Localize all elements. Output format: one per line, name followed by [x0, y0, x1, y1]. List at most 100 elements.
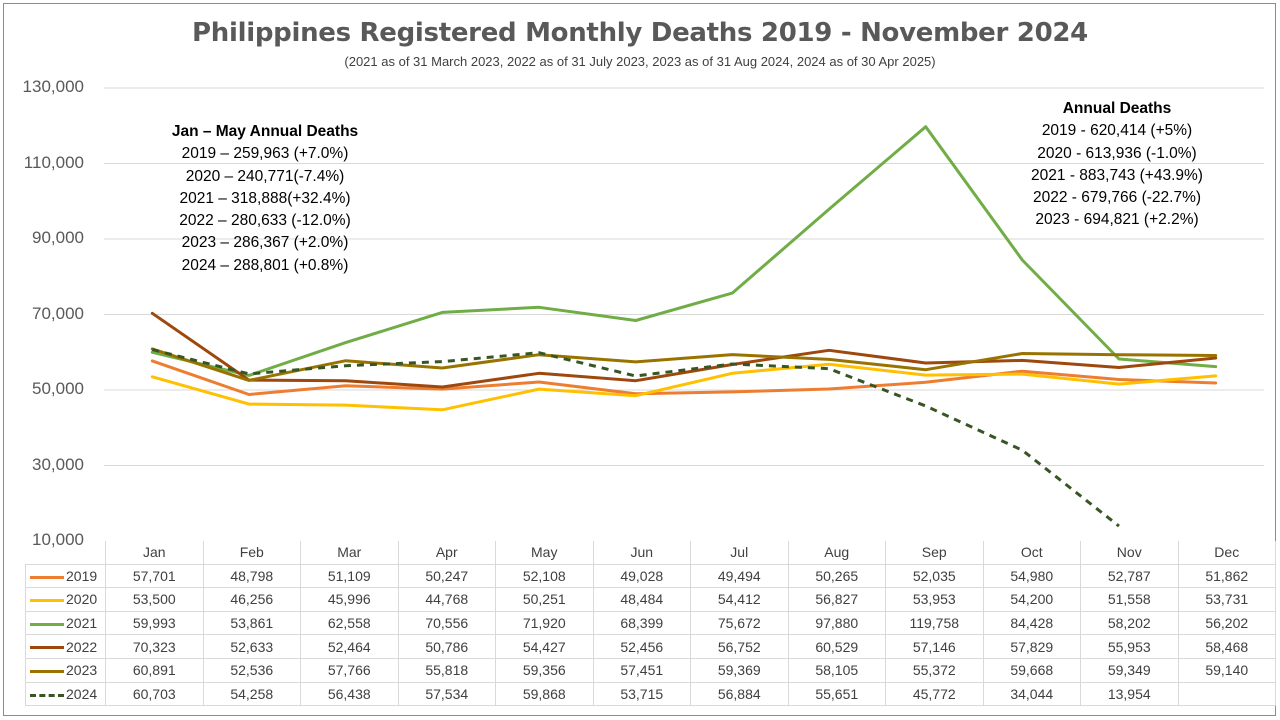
data-label: 55,651	[787, 681, 886, 707]
legend-key	[30, 599, 64, 603]
data-label: 52,108	[495, 563, 594, 589]
data-label: 53,731	[1177, 587, 1276, 612]
data-label: 45,772	[885, 681, 984, 707]
table-row: 2022 70,323 52,633 52,464 50,786 54,427 52,456…	[25, 634, 1276, 659]
series-line-2021	[150, 125, 1218, 377]
x-tick-label: Oct	[982, 541, 1081, 565]
data-label: 49,028	[592, 563, 691, 589]
x-tick-label: Jul	[690, 541, 789, 565]
series-line-2019	[150, 359, 1218, 396]
data-label: 46,256	[202, 587, 301, 612]
chart-title: Philippines Registered Monthly Deaths 20…	[192, 18, 1088, 48]
y-tick-label: 90,000	[32, 228, 84, 247]
data-label: 51,862	[1177, 563, 1276, 589]
data-label: 53,953	[885, 587, 984, 612]
data-table: Jan Feb Mar Apr May Jun Jul Aug Sep Oct Nov Dec 2019…	[25, 541, 1276, 707]
data-label: 59,993	[105, 610, 204, 636]
data-label: 54,412	[690, 587, 789, 612]
data-label: 54,200	[982, 587, 1081, 612]
legend-label: 2022	[66, 638, 98, 655]
data-label: 59,369	[690, 657, 789, 683]
data-label: 71,920	[495, 610, 594, 636]
legend-key	[30, 575, 64, 579]
y-tick-label: 70,000	[32, 303, 84, 323]
x-tick-label: Aug	[787, 541, 886, 565]
x-tick-label: May	[495, 541, 594, 565]
legend-entry: 2021	[25, 610, 106, 636]
jan-may-line: 2020 – 240,771(-7.4%)	[185, 167, 345, 185]
data-label: 58,202	[1080, 610, 1179, 636]
data-label: 56,752	[690, 634, 789, 659]
data-label: 57,701	[105, 563, 204, 589]
table-row: 2023 60,891 52,536 57,766 55,818 59,356 57,451…	[25, 657, 1276, 683]
x-tick-label: Sep	[885, 541, 984, 565]
data-label: 45,996	[300, 587, 399, 612]
annual-line: 2019 - 620,414 (+5%)	[1041, 122, 1193, 140]
data-label: 52,035	[885, 563, 984, 589]
annual-line: 2023 - 694,821 (+2.2%)	[1035, 211, 1199, 229]
data-label: 57,766	[300, 657, 399, 683]
data-label: 56,827	[787, 587, 886, 612]
data-label: 70,556	[397, 610, 496, 636]
data-label: 13,954	[1080, 681, 1179, 707]
data-label: 119,758	[885, 610, 984, 636]
x-tick-label: Mar	[300, 541, 399, 565]
annual-line: 2020 - 613,936 (-1.0%)	[1037, 144, 1197, 162]
series-line-2022	[150, 311, 1218, 389]
data-label: 56,202	[1177, 610, 1276, 636]
x-tick-label: Apr	[397, 541, 496, 565]
data-label: 50,265	[787, 563, 886, 589]
data-label: 48,798	[202, 563, 301, 589]
data-label: 51,558	[1080, 587, 1179, 612]
data-label: 57,829	[982, 634, 1081, 659]
y-tick-label: 130,000	[22, 77, 84, 96]
series-line-2023	[150, 347, 1218, 382]
data-label: 55,372	[885, 657, 984, 683]
data-label: 53,500	[105, 587, 204, 612]
table-row: 2019 57,701 48,798 51,109 50,247 52,108 49,028…	[25, 563, 1276, 589]
legend-key	[30, 646, 64, 650]
data-label: 58,105	[787, 657, 886, 683]
jan-may-annotation: Jan – May Annual Deaths 2019 – 259,963 (…	[150, 121, 380, 277]
legend-label: 2024	[66, 685, 98, 702]
data-label: 54,980	[982, 563, 1081, 589]
data-label: 52,787	[1080, 563, 1179, 589]
data-label	[1177, 681, 1276, 707]
data-label: 50,786	[397, 634, 496, 659]
table-row: 2021 59,993 53,861 62,558 70,556 71,920 68,399…	[25, 610, 1276, 636]
jan-may-line: 2019 – 259,963 (+7.0%)	[181, 145, 349, 163]
legend-entry: 2019	[25, 563, 106, 589]
data-label: 52,536	[202, 657, 301, 683]
data-label: 59,356	[495, 657, 594, 683]
data-label: 62,558	[300, 610, 399, 636]
jan-may-line: 2021 – 318,888(+32.4%)	[179, 189, 351, 207]
data-label: 51,109	[300, 563, 399, 589]
data-label: 57,534	[397, 681, 496, 707]
data-label: 68,399	[592, 610, 691, 636]
annual-annotation: Annual Deaths 2019 - 620,414 (+5%) 2020 …	[1012, 98, 1222, 232]
x-tick-label: Feb	[202, 541, 301, 565]
legend-key	[30, 693, 64, 697]
legend-entry: 2023	[25, 657, 106, 683]
legend-entry: 2020	[25, 587, 106, 612]
data-label: 60,703	[105, 681, 204, 707]
jan-may-line: 2022 – 280,633 (-12.0%)	[179, 212, 351, 230]
data-label: 58,468	[1177, 634, 1276, 659]
data-label: 70,323	[105, 634, 204, 659]
x-tick-label: Dec	[1177, 541, 1276, 565]
data-label: 52,464	[300, 634, 399, 659]
table-row: 2024 60,703 54,258 56,438 57,534 59,868 53,715…	[25, 681, 1276, 707]
y-tick-label: 110,000	[23, 152, 84, 172]
series-line-2020	[150, 362, 1218, 412]
data-label: 60,529	[787, 634, 886, 659]
legend-entry: 2024	[25, 681, 106, 707]
data-label: 60,891	[105, 657, 204, 683]
data-label: 52,456	[592, 634, 691, 659]
data-label: 75,672	[690, 610, 789, 636]
data-label: 97,880	[787, 610, 886, 636]
data-label: 50,247	[397, 563, 496, 589]
table-header-row: Jan Feb Mar Apr May Jun Jul Aug Sep Oct Nov Dec	[26, 541, 1276, 565]
data-label: 52,633	[202, 634, 301, 659]
legend-entry: 2022	[25, 634, 106, 659]
